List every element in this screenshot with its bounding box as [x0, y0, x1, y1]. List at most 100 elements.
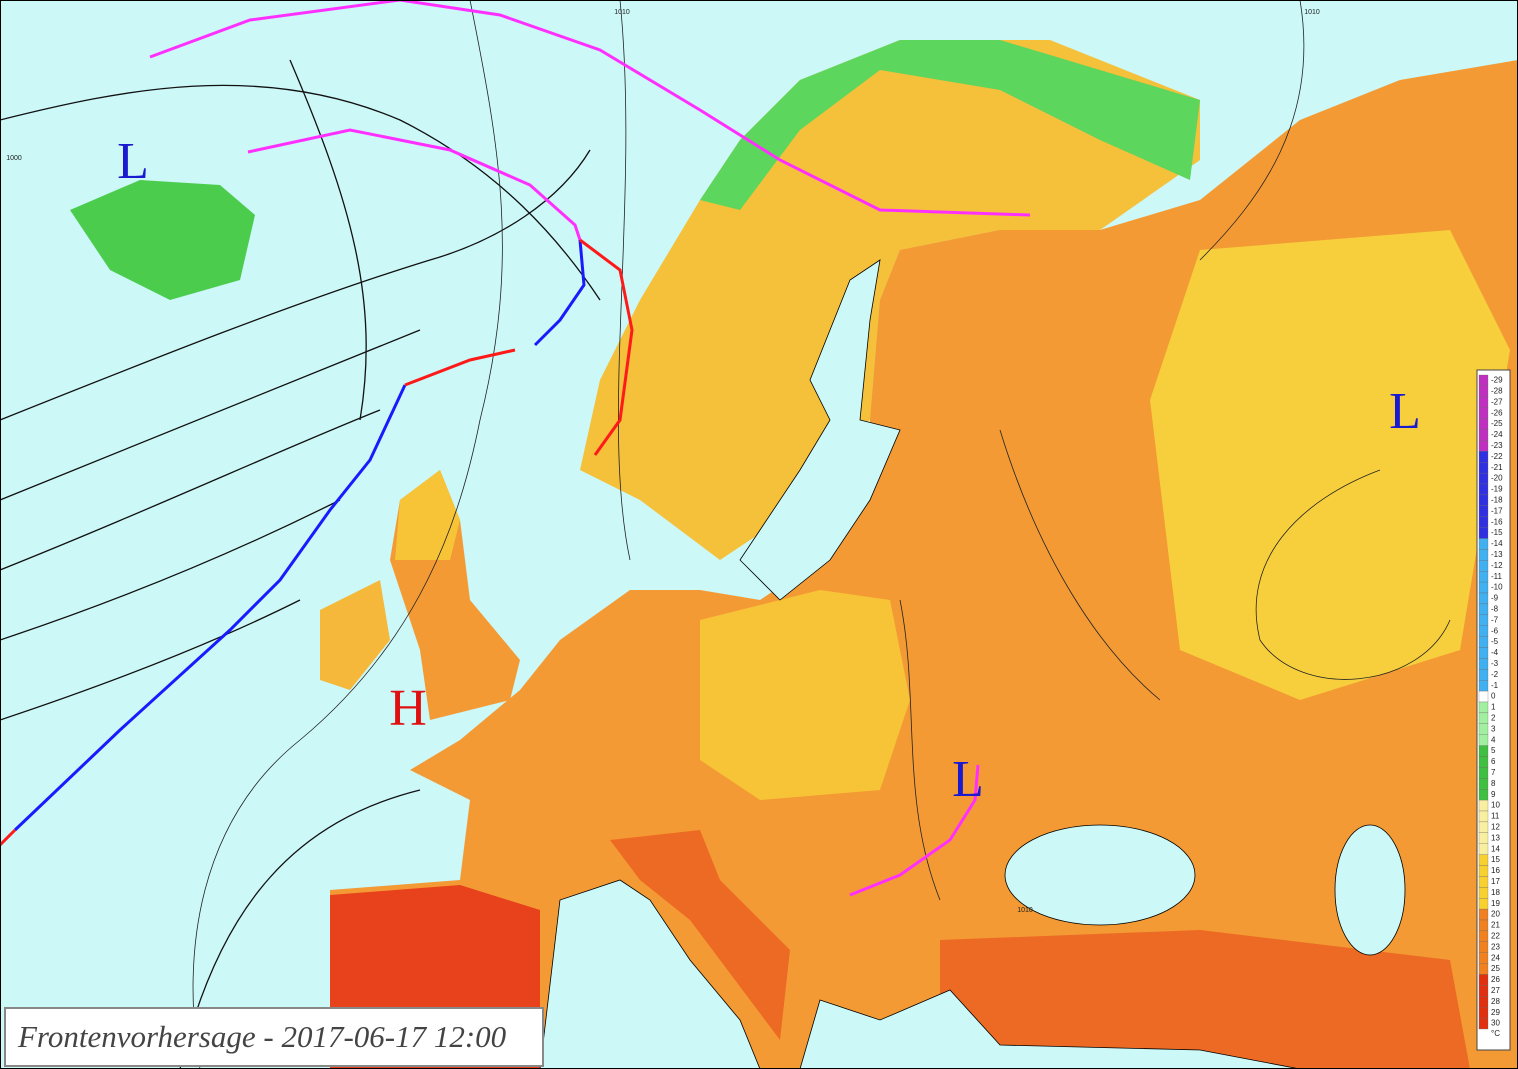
legend-tick: -5	[1491, 637, 1499, 646]
legend-tick: 26	[1491, 975, 1500, 984]
legend-swatch	[1478, 887, 1489, 899]
land-ireland	[320, 580, 390, 690]
legend-tick: -1	[1491, 681, 1499, 690]
legend-swatch	[1478, 996, 1489, 1008]
legend-swatch	[1478, 799, 1489, 812]
legend-swatch	[1478, 483, 1489, 496]
legend-swatch	[1478, 451, 1489, 463]
mediterranean-east	[799, 989, 1301, 1069]
legend-swatch	[1478, 734, 1489, 746]
legend-tick: 19	[1491, 899, 1500, 908]
legend-tick: -16	[1491, 517, 1503, 526]
land-italy	[610, 830, 790, 1040]
legend-swatch	[1478, 516, 1489, 528]
legend-swatch	[1478, 821, 1489, 833]
isobar-label: 1000	[6, 155, 22, 162]
legend-swatch	[1478, 854, 1489, 866]
legend-swatch	[1478, 843, 1489, 855]
legend-swatch	[1478, 472, 1489, 485]
pressure-center: L	[1389, 383, 1421, 440]
black-sea	[1004, 824, 1196, 926]
legend-unit: °C	[1491, 1029, 1500, 1038]
baltic-sea	[739, 259, 901, 601]
legend-tick: 30	[1491, 1019, 1500, 1028]
legend-swatch	[1478, 941, 1489, 953]
legend-swatch	[1478, 919, 1489, 932]
legend-swatch	[1478, 494, 1489, 506]
legend-swatch	[1478, 832, 1489, 844]
legend-swatch	[1478, 1007, 1489, 1019]
legend-tick: 5	[1491, 746, 1496, 755]
title-box	[4, 1007, 544, 1067]
legend-swatch	[1478, 429, 1489, 441]
legend-tick: 20	[1491, 910, 1500, 919]
legend-tick: -2	[1491, 670, 1499, 679]
legend-tick: 8	[1491, 779, 1496, 788]
legend-tick: -17	[1491, 506, 1503, 515]
pressure-center: L	[952, 751, 984, 808]
legend-swatch	[1478, 462, 1489, 474]
legend-swatch	[1478, 778, 1489, 790]
legend-swatch	[1478, 930, 1489, 942]
caspian-sea	[1334, 824, 1406, 956]
land-central-yellow	[700, 590, 910, 800]
legend-swatch	[1478, 385, 1489, 397]
legend-tick: -4	[1491, 648, 1499, 657]
legend-swatch	[1478, 974, 1489, 986]
legend-tick: -13	[1491, 550, 1503, 559]
pressure-center: L	[117, 133, 149, 190]
legend-tick: -10	[1491, 583, 1503, 592]
legend-swatch	[1478, 865, 1489, 877]
legend-swatch	[1478, 690, 1489, 703]
legend-tick: -6	[1491, 626, 1499, 635]
legend-tick: -19	[1491, 485, 1503, 494]
legend-tick: -23	[1491, 441, 1503, 450]
legend-swatch	[1478, 876, 1489, 888]
legend-swatch	[1478, 898, 1489, 910]
legend-swatch	[1478, 527, 1489, 539]
legend-tick: 3	[1491, 724, 1496, 733]
legend-swatch	[1478, 592, 1489, 605]
land-turkey	[940, 930, 1470, 1069]
legend-swatch	[1478, 538, 1489, 550]
legend-tick: 25	[1491, 964, 1500, 973]
legend-tick: 22	[1491, 931, 1500, 940]
legend-swatch	[1478, 560, 1489, 572]
legend-tick: -27	[1491, 397, 1503, 406]
map-title: Frontenvorhersage - 2017-06-17 12:00	[17, 1019, 507, 1054]
legend-tick: -7	[1491, 615, 1499, 624]
legend-swatch	[1478, 625, 1489, 637]
land-scotland	[395, 470, 460, 560]
isobar-label: 1010	[614, 9, 630, 16]
legend-tick: -22	[1491, 452, 1503, 461]
legend-tick: -12	[1491, 561, 1503, 570]
land-finland-orange	[870, 230, 1020, 430]
legend-tick: -9	[1491, 594, 1499, 603]
land-east-yellow	[1150, 230, 1510, 700]
legend-tick: 6	[1491, 757, 1496, 766]
isobar-label: 1010	[1017, 907, 1033, 914]
legend-tick: 4	[1491, 735, 1496, 744]
legend-swatch	[1478, 985, 1489, 997]
legend-tick: -18	[1491, 495, 1503, 504]
legend-tick: -14	[1491, 539, 1503, 548]
legend-tick: -11	[1491, 572, 1503, 581]
legend-swatch	[1478, 680, 1489, 692]
legend-swatch	[1478, 810, 1489, 823]
legend-swatch	[1478, 407, 1489, 419]
legend-tick: 18	[1491, 888, 1500, 897]
pressure-center: H	[389, 680, 427, 737]
legend-tick: 10	[1491, 801, 1500, 810]
legend-tick: -24	[1491, 430, 1503, 439]
legend-swatch	[1478, 723, 1489, 735]
mediterranean-sea	[539, 879, 761, 1069]
legend-swatch	[1478, 396, 1489, 408]
legend-swatch	[1478, 614, 1489, 626]
legend-tick: 7	[1491, 768, 1496, 777]
legend-swatch	[1478, 658, 1489, 670]
legend-tick: 27	[1491, 986, 1500, 995]
legend-swatch	[1478, 440, 1489, 452]
legend-tick: 23	[1491, 942, 1500, 951]
legend-swatch	[1478, 908, 1489, 921]
legend-swatch	[1478, 603, 1489, 615]
